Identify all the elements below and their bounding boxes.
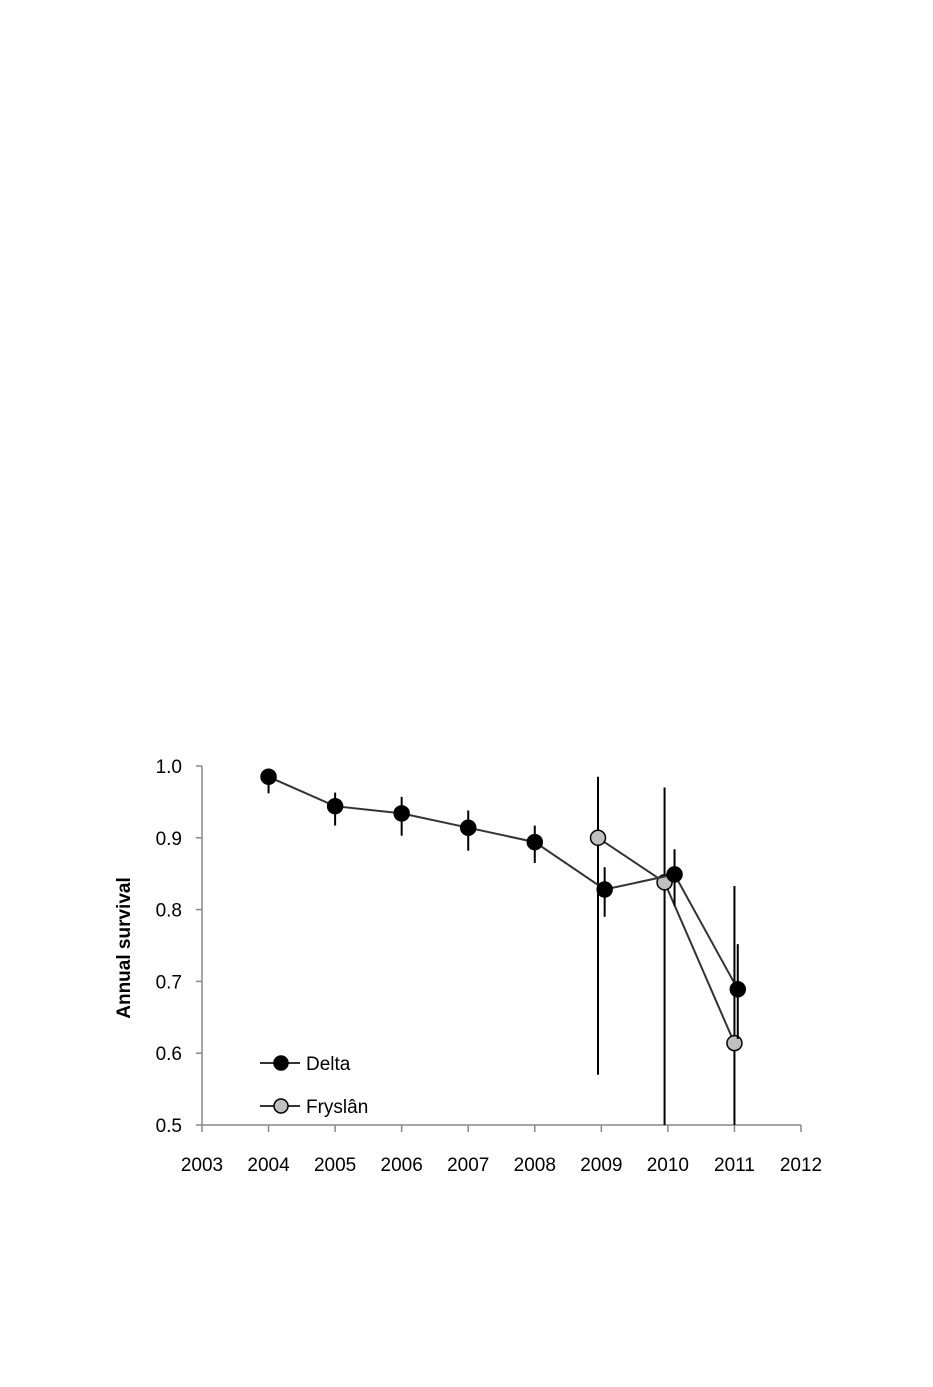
x-tick-label: 2008 [514,1155,556,1176]
x-tick-label: 2003 [181,1155,223,1176]
data-point [729,981,747,998]
series-layer [260,768,747,1125]
x-tick-label: 2010 [647,1155,689,1176]
data-point [726,1034,743,1052]
y-tick-label: 0.5 [156,1116,182,1137]
legend-marker [273,1055,289,1071]
data-point [260,768,277,786]
axes: 1.0 0.9 0.8 0.7 0.6 0.5 2003 2004 2005 2006 2007 20… [156,757,823,1176]
x-tick-label: 2009 [580,1155,622,1176]
data-point [526,833,544,851]
y-tick-label: 1.0 [156,757,182,778]
x-tick-label: 2012 [780,1155,822,1176]
y-tick-label: 0.9 [156,829,182,850]
legend-item: Fryslân [260,1097,368,1118]
legend: Delta Fryslân [260,1054,368,1118]
data-point [459,819,477,836]
legend-item: Delta [260,1054,351,1075]
series-line [268,775,739,990]
x-tick-label: 2007 [447,1155,489,1176]
series-0 [260,768,747,1039]
data-point [393,805,410,822]
y-tick-label: 0.7 [156,972,182,993]
legend-label: Fryslân [306,1097,368,1118]
data-point [589,829,607,847]
series-line [597,836,736,1044]
data-point [326,797,344,815]
data-point [596,881,613,898]
legend-marker [273,1098,289,1114]
x-tick-label: 2006 [381,1155,423,1176]
x-tick-label: 2005 [314,1155,356,1176]
y-axis-title: Annual survival [114,877,135,1019]
series-1 [589,776,743,1125]
y-tick-label: 0.6 [156,1044,182,1065]
legend-label: Delta [306,1054,351,1075]
x-tick-label: 2011 [714,1155,755,1176]
data-point [666,866,683,883]
x-tick-label: 2004 [247,1155,290,1176]
y-tick-label: 0.8 [156,901,182,922]
